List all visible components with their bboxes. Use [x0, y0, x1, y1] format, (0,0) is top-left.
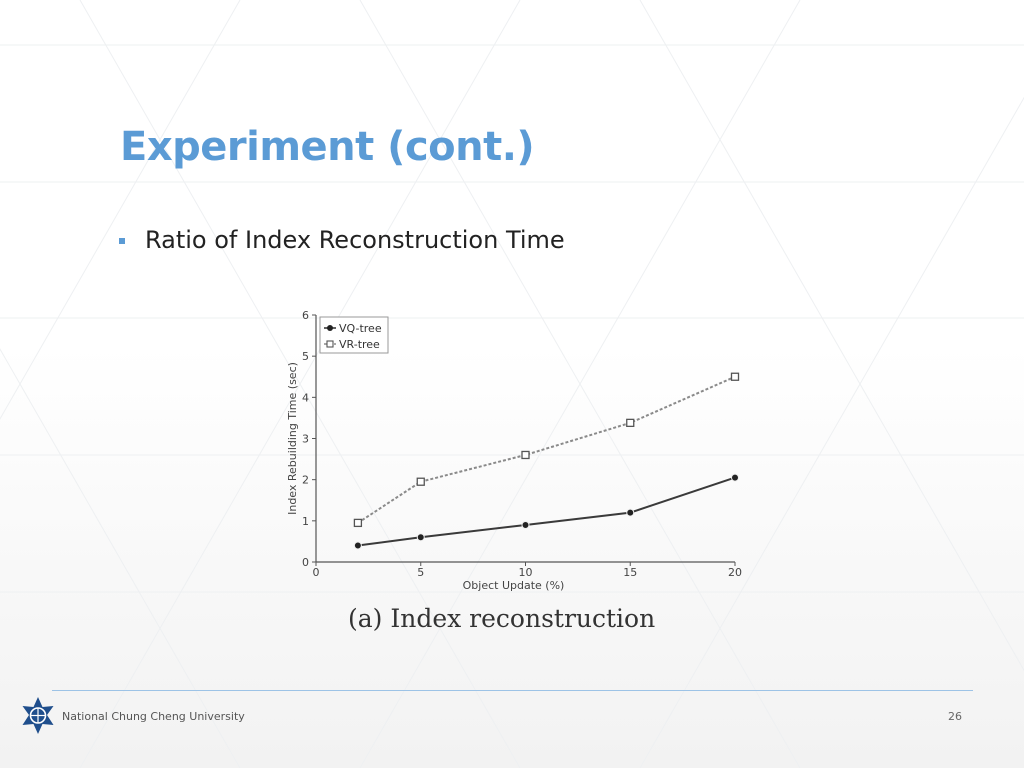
y-tick-label: 4 — [302, 391, 309, 404]
university-name: National Chung Cheng University — [62, 710, 245, 723]
bullet-item: Ratio of Index Reconstruction Time — [119, 226, 565, 254]
data-point-vr-tree — [730, 372, 740, 381]
y-axis-label: Index Rebuilding Time (sec) — [286, 362, 299, 515]
bullet-text: Ratio of Index Reconstruction Time — [145, 226, 565, 254]
legend-marker-vr-tree — [326, 340, 334, 348]
data-point-vq-tree — [626, 508, 635, 517]
x-tick-label: 5 — [417, 566, 424, 579]
series-line-vq-tree — [357, 476, 736, 547]
bullet-square-icon — [119, 238, 125, 244]
legend-label-vq-tree: VQ-tree — [339, 322, 382, 335]
x-tick-label: 10 — [519, 566, 533, 579]
y-tick-label: 2 — [302, 474, 309, 487]
legend-label-vr-tree: VR-tree — [339, 338, 380, 351]
index-reconstruction-chart: 0 1 2 3 4 5 6 0 5 10 15 20 Object Update (%) Index Re… — [286, 309, 742, 592]
data-point-vq-tree — [353, 541, 362, 550]
data-point-vr-tree — [416, 477, 425, 486]
footer-divider — [52, 690, 973, 691]
data-point-vq-tree — [521, 520, 530, 529]
y-tick-label: 0 — [302, 556, 309, 569]
y-tick-label: 6 — [302, 309, 309, 322]
legend-marker-vq-tree — [327, 325, 333, 331]
data-point-vq-tree — [416, 533, 425, 542]
y-tick-label: 1 — [302, 515, 309, 528]
y-tick-label: 3 — [302, 433, 309, 446]
data-point-vr-tree — [521, 450, 530, 460]
x-tick-label: 0 — [313, 566, 320, 579]
x-tick-label: 20 — [728, 566, 742, 579]
data-point-vr-tree — [353, 518, 363, 528]
series-line-vr-tree — [357, 375, 736, 524]
x-tick-label: 15 — [623, 566, 637, 579]
figure-caption: (a) Index reconstruction — [348, 604, 656, 633]
y-tick-label: 5 — [302, 350, 309, 363]
x-axis-label: Object Update (%) — [463, 579, 565, 592]
university-logo-icon — [22, 697, 54, 734]
slide-title: Experiment (cont.) — [120, 124, 535, 170]
data-point-vr-tree — [626, 418, 635, 428]
page-number: 26 — [948, 710, 962, 723]
data-point-vq-tree — [731, 473, 739, 482]
